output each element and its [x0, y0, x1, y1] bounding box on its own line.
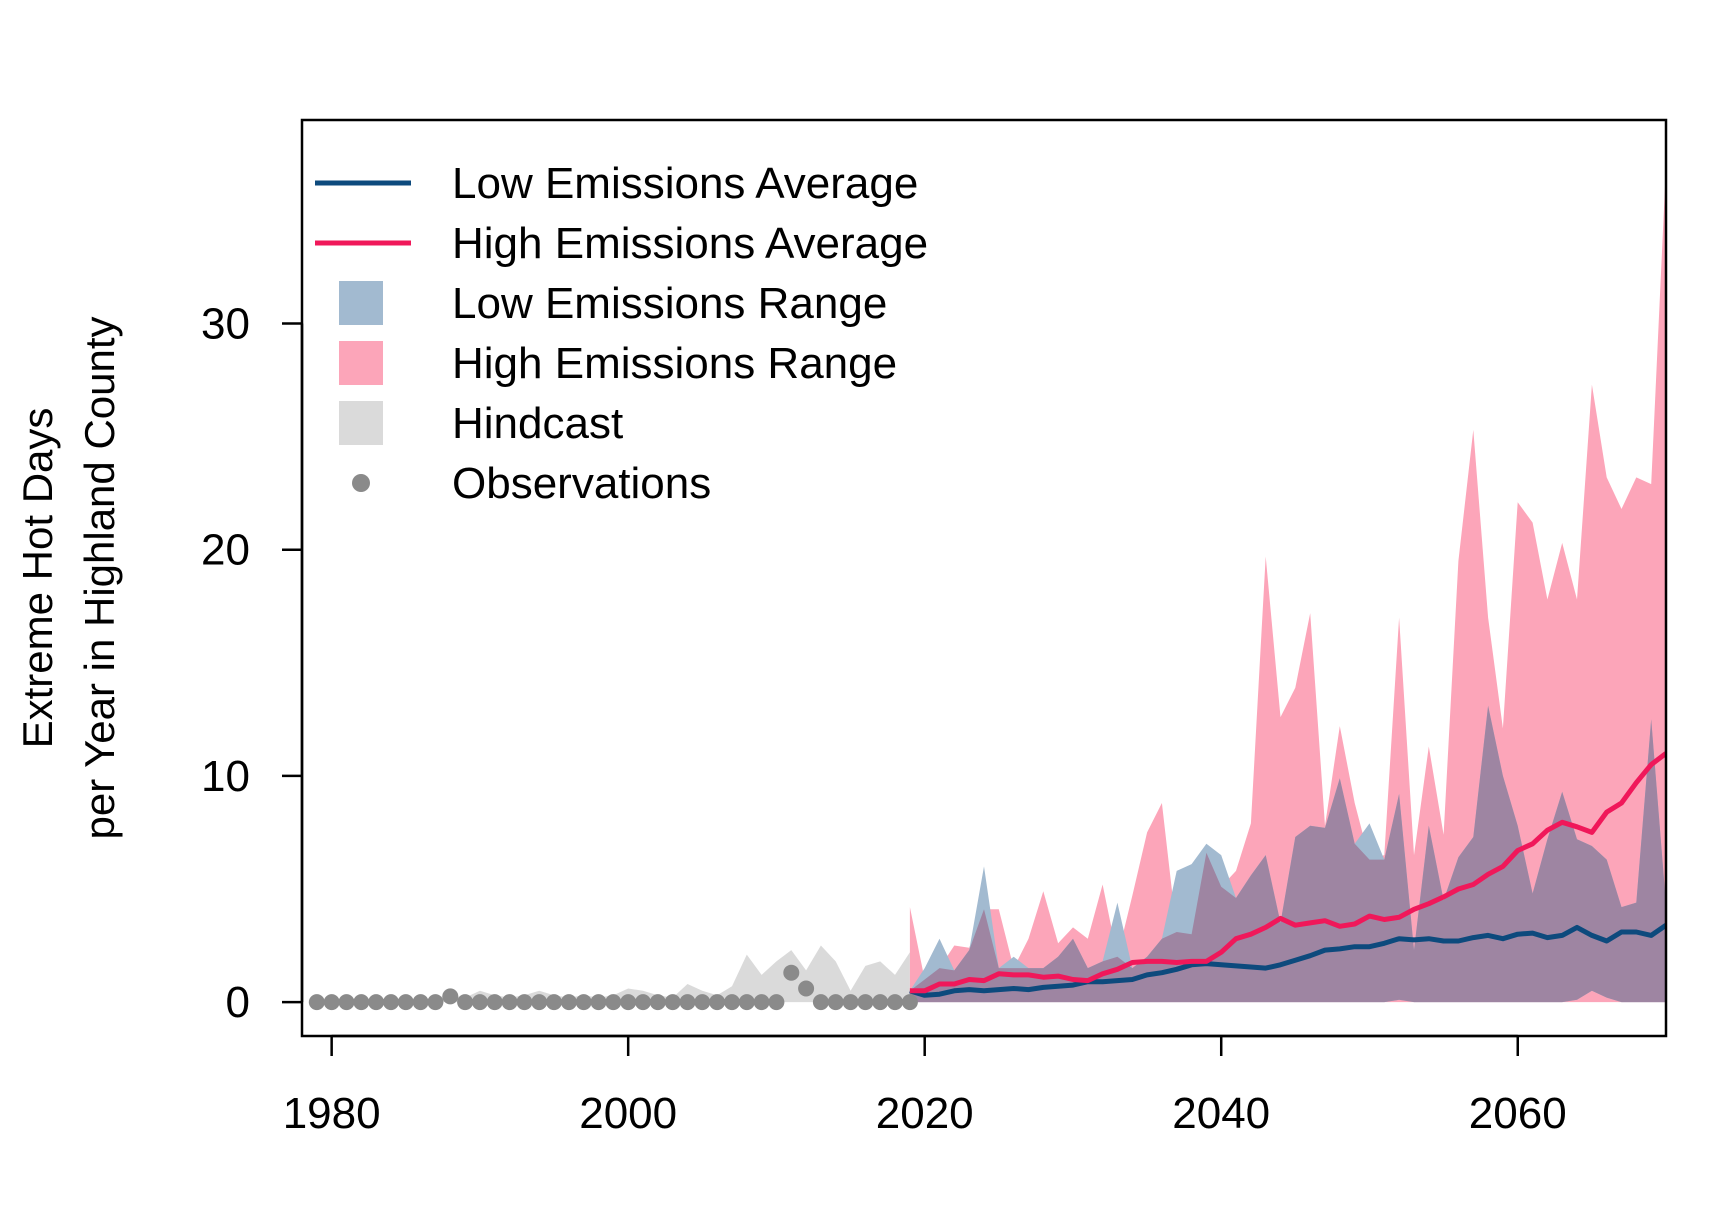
observation-point: [412, 994, 429, 1011]
observation-point: [753, 994, 770, 1011]
x-tick-label: 2060: [1469, 1089, 1567, 1138]
y-axis-label-line-2: per Year in Highland County: [76, 316, 123, 839]
legend: Low Emissions Average High Emissions Aver…: [315, 159, 928, 508]
observation-point: [738, 994, 755, 1011]
range-areas: [316, 165, 1666, 1003]
observation-point: [457, 994, 474, 1011]
observation-point: [546, 994, 562, 1011]
observation-point: [516, 994, 533, 1011]
observation-point: [605, 994, 622, 1011]
y-tick-label: 30: [201, 300, 250, 349]
observation-point: [872, 994, 889, 1011]
observation-point: [383, 994, 399, 1011]
observation-point: [442, 988, 459, 1005]
x-tick-label: 2000: [579, 1089, 677, 1138]
range-overlap-area: [909, 705, 1666, 1003]
observation-point: [501, 994, 518, 1011]
observation-point: [798, 980, 815, 997]
observation-point: [857, 994, 874, 1011]
y-tick-label: 20: [201, 526, 250, 575]
hindcast-range-area: [316, 945, 910, 1003]
x-tick-label: 2040: [1172, 1089, 1270, 1138]
legend-label: Low Emissions Average: [452, 159, 918, 208]
legend-item: Low Emissions Range: [339, 279, 887, 328]
high-emissions-range-area: [909, 165, 1666, 1003]
legend-item: High Emissions Range: [339, 339, 897, 388]
observation-point: [368, 994, 385, 1011]
observation-point: [620, 994, 637, 1011]
legend-box-swatch: [339, 341, 383, 385]
observation-point: [901, 994, 918, 1011]
observation-point: [768, 994, 785, 1011]
legend-label: Observations: [452, 459, 711, 508]
legend-box-swatch: [339, 401, 383, 445]
observation-points: [308, 964, 918, 1011]
legend-label: Low Emissions Range: [452, 279, 887, 328]
legend-label: High Emissions Average: [452, 219, 928, 268]
x-axis: 1980 2000 2020 2040 2060: [283, 1034, 1567, 1138]
low-emissions-average-line: [909, 923, 1666, 998]
observation-point: [827, 994, 844, 1011]
y-tick-label: 0: [226, 978, 250, 1027]
legend-item: High Emissions Average: [315, 219, 928, 268]
observation-point: [635, 994, 651, 1011]
observation-point: [427, 994, 444, 1011]
observation-point: [887, 994, 903, 1011]
legend-item: Low Emissions Average: [315, 159, 918, 208]
legend-item: Observations: [352, 459, 711, 508]
average-lines: [909, 751, 1666, 998]
observation-point: [353, 994, 370, 1011]
legend-item: Hindcast: [339, 399, 623, 448]
observation-point: [575, 994, 592, 1011]
y-axis-label-line-1: Extreme Hot Days: [14, 408, 61, 749]
observation-point: [486, 994, 503, 1011]
observation-point: [694, 994, 711, 1011]
high-emissions-average-line: [909, 751, 1666, 994]
observation-point: [308, 994, 325, 1011]
observation-point: [397, 994, 414, 1011]
observation-point: [560, 994, 577, 1011]
observation-point: [679, 994, 696, 1011]
observation-point: [783, 964, 800, 981]
legend-label: Hindcast: [452, 399, 623, 448]
legend-point-swatch: [352, 474, 370, 492]
observation-point: [323, 994, 340, 1011]
observation-point: [338, 994, 355, 1011]
legend-box-swatch: [339, 281, 383, 325]
y-axis: 0 10 20 30: [201, 300, 304, 1027]
observation-point: [590, 994, 607, 1011]
y-tick-label: 10: [201, 752, 250, 801]
observation-point: [531, 994, 548, 1011]
observation-point: [842, 994, 859, 1011]
observation-point: [812, 994, 829, 1011]
x-tick-label: 2020: [876, 1089, 974, 1138]
x-tick-label: 1980: [283, 1089, 381, 1138]
observation-point: [649, 994, 666, 1011]
observation-point: [709, 994, 726, 1011]
observation-point: [471, 994, 488, 1011]
observation-point: [664, 994, 681, 1011]
observation-point: [724, 994, 740, 1011]
legend-label: High Emissions Range: [452, 339, 897, 388]
